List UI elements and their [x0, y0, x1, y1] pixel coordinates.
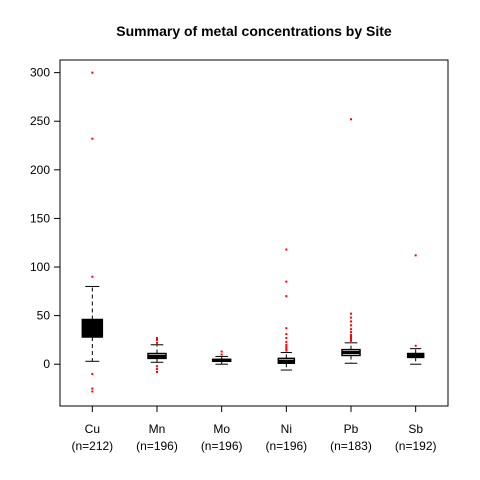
y-tick-label: 150: [30, 211, 50, 225]
y-tick-label: 100: [30, 260, 50, 274]
outlier-point: [414, 254, 417, 257]
x-tick-label: Ni: [281, 422, 292, 436]
box-group-mn: [147, 336, 167, 373]
outlier-point: [91, 372, 94, 375]
box-group-pb: [341, 118, 361, 364]
outlier-point: [220, 353, 223, 356]
outlier-point: [156, 370, 158, 373]
outlier-point: [350, 324, 352, 327]
outlier-point: [91, 137, 94, 140]
outlier-point: [156, 368, 158, 371]
box-group-mo: [211, 350, 232, 365]
outlier-point: [350, 334, 352, 337]
outlier-point: [285, 336, 288, 339]
outlier-point: [350, 328, 352, 331]
x-tick-label: Cu: [85, 422, 100, 436]
x-sample-size-label: (n=196): [136, 439, 178, 453]
y-tick-label: 200: [30, 163, 50, 177]
box-group-sb: [406, 254, 425, 365]
outlier-point: [350, 312, 352, 315]
outlier-point: [285, 295, 288, 298]
x-sample-size-label: (n=183): [330, 439, 372, 453]
outlier-point: [91, 71, 94, 74]
x-axis: Cu (n=212) Mn (n=196) Mo (n=196) Ni (n=196) Pb (n…: [71, 406, 437, 453]
x-sample-size-label: (n=196): [201, 439, 243, 453]
y-tick-label: 250: [30, 114, 50, 128]
boxes-layer: [81, 71, 425, 393]
outlier-point: [285, 340, 288, 343]
outlier-point: [285, 333, 288, 336]
x-tick-label: Sb: [408, 422, 423, 436]
outlier-point: [91, 390, 94, 393]
outlier-point: [156, 338, 158, 341]
y-tick-label: 50: [37, 309, 51, 323]
outlier-point: [285, 248, 288, 251]
outlier-point: [91, 387, 94, 390]
x-sample-size-label: (n=196): [265, 439, 307, 453]
outlier-point: [156, 365, 158, 368]
chart-title: Summary of metal concentrations by Site: [116, 23, 392, 39]
x-tick-label: Pb: [344, 422, 359, 436]
outlier-point: [285, 343, 288, 346]
outlier-point: [285, 349, 288, 352]
x-sample-size-label: (n=212): [71, 439, 113, 453]
outlier-point: [285, 280, 288, 283]
outlier-point: [350, 320, 352, 323]
x-tick-label: Mn: [149, 422, 166, 436]
outlier-point: [156, 336, 158, 339]
x-tick-label: Mo: [213, 422, 230, 436]
outlier-point: [350, 316, 352, 319]
outlier-point: [285, 327, 288, 330]
outlier-point: [285, 345, 288, 348]
outlier-point: [350, 118, 352, 121]
outlier-point: [220, 350, 223, 353]
outlier-point: [350, 339, 352, 342]
y-tick-label: 0: [43, 357, 50, 371]
outlier-point: [285, 347, 288, 350]
box-group-ni: [277, 248, 296, 371]
outlier-point: [156, 341, 158, 344]
outlier-point: [350, 331, 352, 334]
box-group-cu: [81, 71, 104, 393]
outlier-point: [414, 344, 417, 347]
x-sample-size-label: (n=192): [395, 439, 437, 453]
outlier-point: [91, 275, 94, 278]
outlier-point: [350, 337, 352, 340]
plot-frame: [59, 59, 449, 407]
outlier-point: [350, 335, 352, 338]
y-axis: 0 50 100 150 200 250 300: [30, 66, 60, 371]
y-tick-label: 300: [30, 66, 50, 80]
